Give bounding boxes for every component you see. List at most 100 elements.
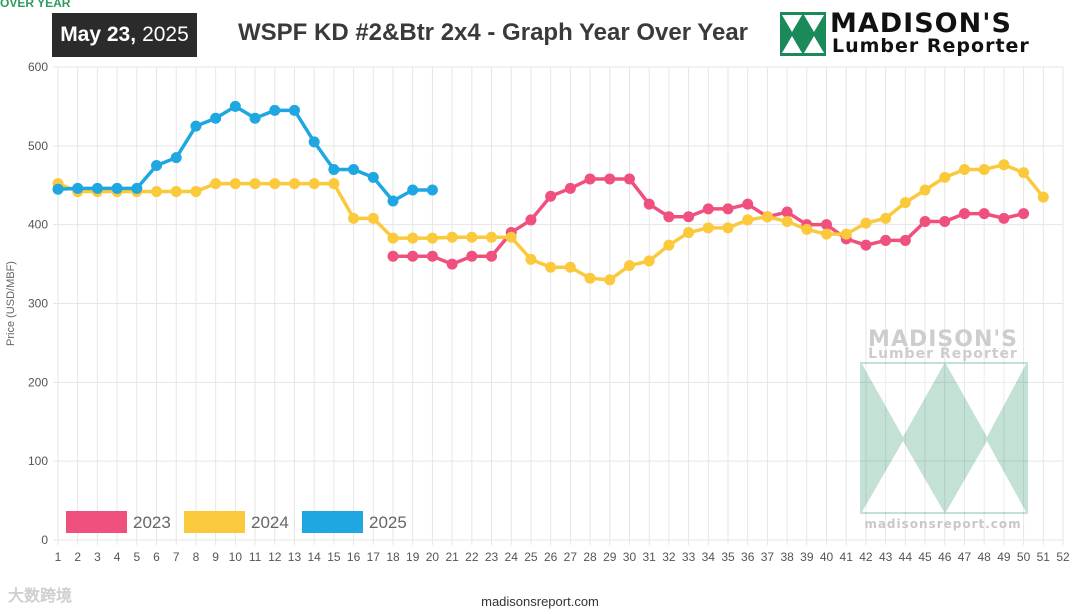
data-point-2024 (348, 212, 360, 224)
x-tick-label: 52 (1056, 550, 1070, 564)
x-tick-label: 50 (1017, 550, 1031, 564)
watermark-url: madisonsreport.com (864, 517, 1021, 531)
data-point-2024 (722, 222, 734, 234)
logo-brand-subtitle: Lumber Reporter (832, 35, 1030, 57)
x-tick-label: 46 (938, 550, 952, 564)
x-tick-label: 27 (564, 550, 578, 564)
y-axis-label: Price (USD/MBF) (5, 261, 17, 346)
data-point-2023 (387, 250, 399, 262)
data-point-2023 (958, 208, 970, 220)
data-point-2024 (821, 228, 833, 240)
data-point-2025 (190, 120, 202, 132)
data-point-2023 (742, 198, 754, 210)
data-point-2024 (584, 272, 596, 284)
data-point-2024 (958, 163, 970, 175)
data-point-2024 (880, 212, 892, 224)
data-point-2023 (1018, 208, 1030, 220)
data-point-2023 (564, 182, 576, 194)
data-point-2024 (249, 178, 261, 190)
chart-watermark: MADISON'S Lumber Reporter madisonsreport… (860, 327, 1028, 531)
x-tick-label: 24 (505, 550, 519, 564)
data-point-2023 (919, 216, 931, 228)
data-point-2024 (781, 216, 793, 228)
data-point-2025 (288, 104, 300, 116)
x-tick-label: 33 (682, 550, 696, 564)
data-point-2024 (505, 231, 517, 243)
chart-legend: 2023 2024 2025 (66, 511, 407, 533)
data-point-2024 (210, 178, 222, 190)
x-tick-label: 9 (212, 550, 219, 564)
chart-series (52, 100, 1049, 286)
data-point-2023 (880, 234, 892, 246)
data-point-2024 (998, 159, 1010, 171)
data-point-2025 (131, 182, 143, 194)
data-point-2023 (683, 211, 695, 223)
data-point-2025 (308, 136, 320, 148)
data-point-2024 (151, 186, 163, 198)
x-tick-label: 32 (662, 550, 676, 564)
chart-title: WSPF KD #2&Btr 2x4 - Graph Year Over Yea… (238, 19, 749, 46)
x-tick-label: 39 (800, 550, 814, 564)
x-tick-label: 20 (426, 550, 440, 564)
data-point-2025 (367, 171, 379, 183)
x-tick-label: 19 (406, 550, 420, 564)
data-point-2025 (407, 184, 419, 196)
footer-url: madisonsreport.com (481, 594, 599, 609)
x-tick-label: 30 (623, 550, 637, 564)
x-tick-label: 14 (307, 550, 321, 564)
legend-label-2025: 2025 (369, 513, 407, 532)
chart-axes: 1 2 3 4 5 6 7 8 9 10 11 12 13 14 15 16 17 18 19 20 21 22 23 24 2… (5, 60, 1070, 564)
legend-swatch-2023 (66, 511, 127, 533)
data-point-2024 (545, 261, 557, 273)
x-tick-label: 29 (603, 550, 617, 564)
x-tick-label: 51 (1037, 550, 1051, 564)
data-point-2023 (525, 214, 537, 226)
data-point-2023 (466, 250, 478, 262)
x-tick-label: 47 (958, 550, 972, 564)
data-point-2024 (860, 217, 872, 229)
data-point-2024 (702, 222, 714, 234)
data-point-2025 (170, 152, 182, 164)
data-point-2023 (939, 216, 951, 228)
data-point-2025 (249, 112, 261, 124)
x-tick-label: 11 (249, 550, 262, 564)
data-point-2024 (328, 178, 340, 190)
data-point-2023 (486, 250, 498, 262)
x-tick-label: 10 (229, 550, 243, 564)
data-point-2023 (860, 239, 872, 251)
data-point-2024 (308, 178, 320, 190)
data-point-2025 (328, 163, 340, 175)
data-point-2024 (663, 239, 675, 251)
watermark-mark-icon (860, 362, 1028, 514)
x-tick-label: 35 (721, 550, 735, 564)
series-2024 (52, 159, 1049, 286)
x-tick-label: 15 (327, 550, 341, 564)
x-tick-label: 45 (918, 550, 932, 564)
data-point-2024 (446, 231, 458, 243)
data-point-2023 (722, 203, 734, 215)
data-point-2024 (919, 184, 931, 196)
x-tick-label: 7 (173, 550, 180, 564)
date-badge: May 23, 2025 (52, 13, 197, 57)
data-point-2023 (702, 203, 714, 215)
data-point-2023 (781, 206, 793, 218)
data-point-2024 (604, 274, 616, 286)
watermark-brand-subtitle: Lumber Reporter (868, 346, 1018, 362)
y-tick-label: 400 (28, 218, 48, 232)
x-tick-label: 48 (977, 550, 991, 564)
data-point-2025 (151, 160, 163, 172)
data-point-2024 (761, 211, 773, 223)
x-tick-label: 18 (386, 550, 400, 564)
data-point-2025 (426, 184, 438, 196)
data-point-2025 (348, 163, 360, 175)
data-point-2024 (288, 178, 300, 190)
y-tick-label: 200 (28, 375, 48, 389)
data-point-2024 (1037, 191, 1049, 203)
data-point-2023 (584, 173, 596, 185)
data-point-2024 (190, 186, 202, 198)
data-point-2024 (683, 227, 695, 239)
x-tick-label: 34 (702, 550, 716, 564)
data-point-2023 (446, 258, 458, 270)
date-year: 2025 (142, 23, 189, 46)
data-point-2023 (998, 212, 1010, 224)
